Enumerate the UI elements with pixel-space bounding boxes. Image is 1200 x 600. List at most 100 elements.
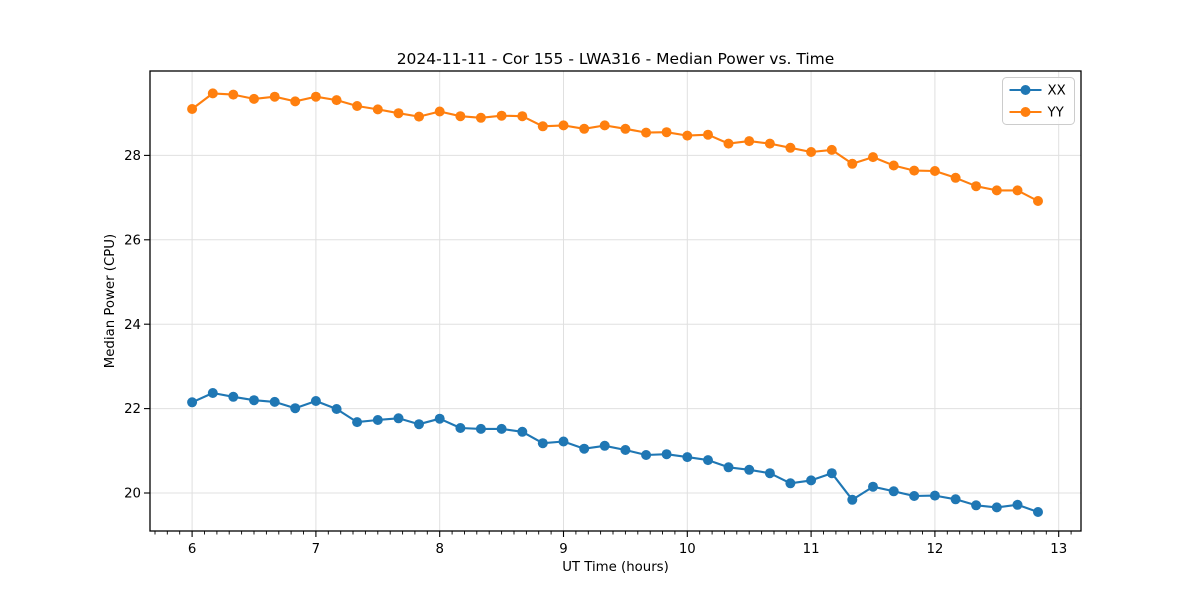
series-line-YY [191,92,1040,203]
data-point-XX [352,417,363,428]
data-point-YY [228,89,239,100]
data-point-XX [971,500,982,511]
data-point-YY [785,142,796,153]
legend-label-XX: XX [1048,84,1066,99]
data-point-YY [496,110,507,121]
data-point-YY [455,111,466,122]
data-point-XX [909,491,920,501]
data-point-XX [806,475,817,486]
data-point-XX [950,494,961,505]
data-point-XX [620,445,631,455]
data-point-XX [1033,507,1043,517]
data-point-XX [929,490,940,501]
data-point-YY [290,96,301,107]
data-point-YY [723,138,734,149]
data-point-XX [785,478,796,489]
data-point-YY [950,172,961,183]
chart-title: 2024-11-11 - Cor 155 - LWA316 - Median P… [397,50,835,68]
data-point-YY [1033,196,1043,206]
data-point-XX [888,486,899,497]
data-point-XX [269,396,280,407]
data-point-XX [455,423,466,433]
data-point-XX [558,436,569,447]
y-tick-label: 26 [124,233,141,248]
data-point-YY [929,166,940,176]
data-point-XX [496,423,507,434]
data-point-YY [372,104,383,115]
x-tick-label: 9 [559,542,567,557]
data-point-XX [641,450,652,460]
data-point-XX [826,468,837,479]
y-tick-label: 20 [124,487,141,502]
data-point-XX [249,395,259,406]
data-point-XX [310,396,321,406]
x-tick-label: 7 [312,542,320,557]
data-point-XX [744,464,755,475]
plot-frame [149,70,1082,532]
data-point-YY [991,185,1002,196]
data-point-YY [352,101,363,111]
data-point-XX [868,481,878,492]
legend-marker-YY [1020,107,1031,117]
data-point-YY [868,152,878,163]
data-point-XX [290,403,301,414]
data-point-YY [847,158,858,169]
data-point-YY [826,144,837,155]
data-point-YY [414,111,424,122]
x-tick-label: 11 [803,542,820,557]
data-point-XX [579,443,590,454]
data-point-YY [806,147,817,157]
data-point-YY [475,112,486,123]
x-axis-label: UT Time (hours) [562,560,669,575]
y-tick-label: 28 [124,149,141,164]
data-point-YY [971,181,982,192]
data-point-YY [558,120,569,131]
axes: 6 7 8 9 10 11 12 13 20 22 24 26 28 [124,149,1072,557]
x-tick-label: 10 [679,542,696,557]
data-point-XX [599,440,610,451]
y-axis-label: Median Power (CPU) [103,234,118,368]
gridlines [150,71,1081,531]
legend: XX YY [1002,77,1075,125]
data-point-YY [579,123,590,134]
data-point-YY [207,88,218,99]
data-point-YY [249,93,259,104]
data-point-XX [207,388,218,398]
data-point-YY [393,108,404,119]
data-point-XX [847,494,858,505]
x-tick-label: 8 [435,542,443,557]
data-point-YY [682,130,693,141]
legend-marker-XX [1020,85,1031,95]
data-point-XX [661,449,672,460]
data-point-YY [310,91,321,102]
data-point-XX [682,452,693,463]
data-point-YY [661,127,672,138]
data-point-XX [517,426,528,437]
x-tick-label: 12 [926,542,943,557]
data-point-YY [909,165,920,176]
x-tick-label: 6 [188,542,196,557]
y-tick-label: 24 [124,318,141,333]
data-point-YY [620,123,631,134]
data-point-XX [187,397,198,408]
data-point-YY [764,138,775,149]
data-point-YY [599,120,610,131]
data-point-XX [764,468,775,479]
data-point-YY [434,106,445,117]
data-point-YY [269,91,280,102]
data-point-XX [1012,499,1023,510]
data-point-YY [744,136,755,147]
data-point-YY [187,104,198,114]
data-point-XX [991,502,1002,513]
data-point-XX [537,438,548,449]
data-point-YY [537,121,548,132]
data-point-XX [393,413,404,424]
data-point-YY [331,95,342,106]
y-tick-label: 22 [124,402,141,417]
data-point-XX [414,419,424,430]
data-point-XX [434,413,445,424]
data-point-XX [703,455,713,466]
data-point-XX [723,462,734,473]
